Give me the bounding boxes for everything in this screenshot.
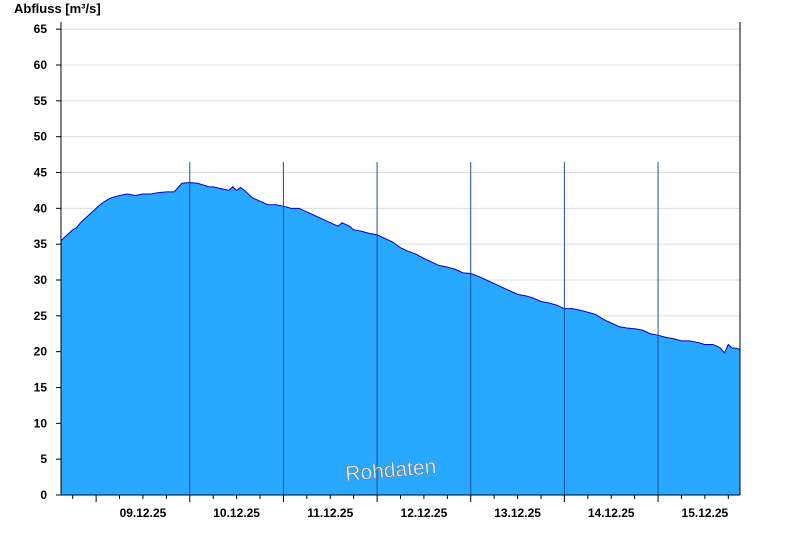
y-tick-label: 45	[34, 166, 48, 180]
axis-layer	[56, 22, 741, 502]
x-tick-label: 12.12.25	[401, 506, 448, 520]
y-tick-label: 65	[34, 22, 48, 36]
x-tick-label: 09.12.25	[120, 506, 167, 520]
y-tick-label: 55	[34, 94, 48, 108]
discharge-area	[61, 182, 740, 496]
y-axis-title: Abfluss [m³/s]	[14, 1, 101, 16]
y-tick-label: 15	[34, 381, 48, 395]
label-layer: Abfluss [m³/s] 0 5 10 15 20 25 30 35 40 45 50 55 60 6…	[14, 1, 729, 520]
y-tick-label: 5	[40, 452, 47, 466]
x-tick-label: 11.12.25	[307, 506, 353, 520]
y-tick-label: 30	[34, 273, 48, 287]
y-tick-label: 40	[34, 201, 48, 215]
y-tick-label: 25	[34, 309, 48, 323]
y-tick-label: 20	[34, 345, 48, 359]
x-tick-label: 15.12.25	[682, 506, 729, 520]
y-tick-label: 35	[34, 237, 48, 251]
y-tick-label: 10	[34, 416, 48, 430]
area-layer	[60, 182, 741, 496]
y-tick-label: 50	[34, 130, 48, 144]
day-separator-layer	[189, 162, 659, 495]
y-tick-label: 60	[34, 58, 48, 72]
x-tick-label: 10.12.25	[213, 506, 260, 520]
x-tick-label: 13.12.25	[494, 506, 541, 520]
x-tick-label: 14.12.25	[588, 506, 635, 520]
y-tick-label: 0	[40, 488, 47, 502]
